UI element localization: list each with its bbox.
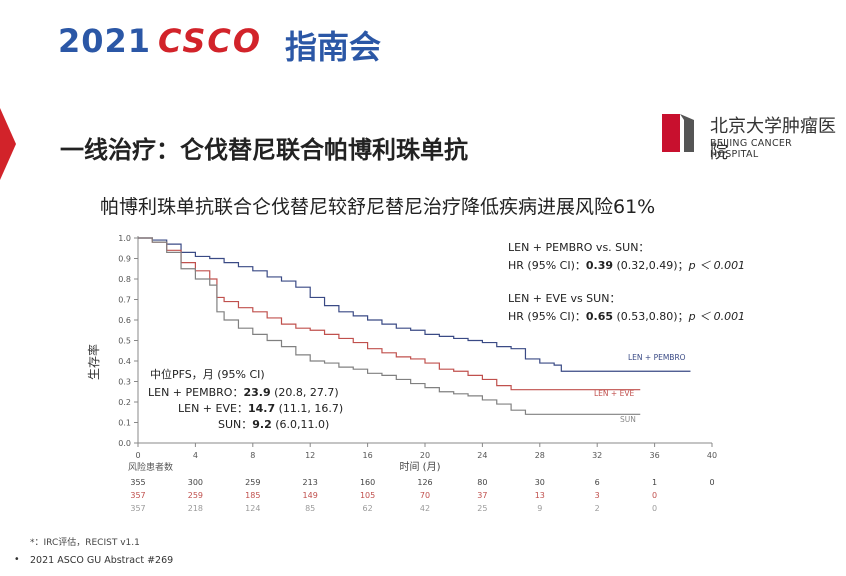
risk-cell: 9	[537, 504, 542, 513]
risk-cell: 42	[420, 504, 430, 513]
hr2-title: LEN + EVE vs SUN：	[508, 292, 620, 305]
footnote-bullet: •	[14, 554, 20, 565]
hospital-logo: 北京大学肿瘤医院 BEIJING CANCER HOSPITAL	[660, 110, 838, 163]
logo-name-cn: 北京大学肿瘤医院	[710, 116, 836, 163]
km-chart: 0.00.10.20.30.40.50.60.70.80.91.00 4 8 12 16…	[86, 234, 745, 513]
x-tick-label: 40	[707, 451, 717, 460]
median-title: 中位PFS，月 (95% CI)	[150, 367, 265, 381]
risk-cell: 80	[477, 478, 487, 487]
x-tick-label: 24	[477, 451, 487, 460]
footnote-abstract: 2021 ASCO GU Abstract #269	[30, 555, 174, 566]
risk-cell: 30	[535, 478, 545, 487]
risk-cell: 6	[595, 478, 600, 487]
risk-cell: 149	[303, 491, 318, 500]
x-tick-label: 20	[420, 451, 430, 460]
risk-cell: 13	[535, 491, 545, 500]
risk-cell: 259	[245, 478, 260, 487]
median-sun: SUN：9.2 (6.0,11.0)	[218, 418, 329, 431]
y-tick-label: 0.4	[118, 357, 131, 366]
x-tick-label: 8	[250, 451, 255, 460]
x-tick-label: 12	[305, 451, 315, 460]
y-tick-label: 0.6	[118, 316, 131, 325]
risk-cell: 213	[303, 478, 318, 487]
y-tick-label: 0.2	[118, 398, 131, 407]
y-tick-label: 1.0	[118, 234, 131, 243]
risk-cell: 259	[188, 491, 203, 500]
km-curve-1	[138, 237, 641, 391]
y-tick-label: 0.0	[118, 439, 131, 448]
risk-cell: 185	[245, 491, 260, 500]
x-tick-label: 4	[193, 451, 198, 460]
header-guide: 指南会	[285, 28, 382, 66]
chart-curves	[138, 237, 691, 415]
series-label-sun: SUN	[620, 415, 636, 424]
chart-axes: 0.0 0.1 0.2 0.3 0.4 0.5 0.6 0.7 0.8 0.9 1.0 0 4 8 12 16…	[118, 234, 717, 460]
hr1-title: LEN + PEMBRO vs. SUN：	[508, 241, 649, 254]
risk-cell: 124	[245, 504, 260, 513]
risk-cell: 355	[130, 478, 145, 487]
series-label-eve: LEN + EVE	[594, 389, 634, 398]
y-tick-label: 0.5	[118, 337, 131, 346]
risk-cell: 3	[595, 491, 600, 500]
chart-subtitle: 帕博利珠单抗联合仑伐替尼较舒尼替尼治疗降低疾病进展风险61%	[100, 196, 656, 218]
risk-cell: 62	[363, 504, 373, 513]
y-tick-label: 0.7	[118, 296, 131, 305]
hr2-line: HR (95% CI)：0.65 (0.53,0.80)；p ＜ 0.001	[508, 310, 745, 323]
risk-cell: 160	[360, 478, 375, 487]
risk-cell: 70	[420, 491, 430, 500]
km-curve-2	[138, 237, 641, 415]
median-pembro: LEN + PEMBRO：23.9 (20.8, 27.7)	[148, 386, 339, 399]
risk-cell: 357	[130, 491, 145, 500]
y-tick-label: 0.8	[118, 275, 131, 284]
red-arrow-icon	[0, 108, 16, 180]
series-label-pembro: LEN + PEMBRO	[628, 353, 686, 362]
y-tick-label: 0.1	[118, 419, 131, 428]
risk-cell: 85	[305, 504, 315, 513]
risk-cell: 25	[477, 504, 487, 513]
x-tick-label: 36	[650, 451, 660, 460]
hr1-line: HR (95% CI)：0.39 (0.32,0.49)；p ＜ 0.001	[508, 259, 745, 272]
header-year: 2021	[58, 22, 152, 60]
header-brand: CSCO	[158, 22, 263, 60]
hospital-logo-icon	[662, 114, 694, 152]
risk-cell: 37	[477, 491, 487, 500]
risk-cell: 105	[360, 491, 375, 500]
risk-cell: 300	[188, 478, 203, 487]
x-tick-label: 28	[535, 451, 545, 460]
x-axis-label: 时间 (月)	[400, 460, 441, 473]
logo-name-en: BEIJING CANCER HOSPITAL	[710, 138, 793, 160]
footnote-irc: *：IRC评估，RECIST v1.1	[30, 538, 140, 548]
x-tick-label: 32	[592, 451, 602, 460]
risk-cell: 0	[652, 491, 657, 500]
x-tick-label: 0	[135, 451, 140, 460]
y-tick-label: 0.9	[118, 255, 131, 264]
y-axis-label: 生存率	[86, 344, 101, 380]
median-eve: LEN + EVE：14.7 (11.1, 16.7)	[178, 402, 343, 415]
risk-cell: 357	[130, 504, 145, 513]
risk-cell: 0	[709, 478, 714, 487]
km-curve-0	[138, 237, 691, 372]
risk-cell: 126	[417, 478, 432, 487]
risk-cell: 218	[188, 504, 203, 513]
risk-table-title: 风险患者数	[128, 461, 173, 473]
risk-cell: 1	[652, 478, 657, 487]
risk-cell: 0	[652, 504, 657, 513]
slide-title: 一线治疗：仑伐替尼联合帕博利珠单抗	[60, 136, 468, 164]
y-tick-label: 0.3	[118, 378, 131, 387]
x-tick-label: 16	[363, 451, 373, 460]
risk-cell: 2	[595, 504, 600, 513]
